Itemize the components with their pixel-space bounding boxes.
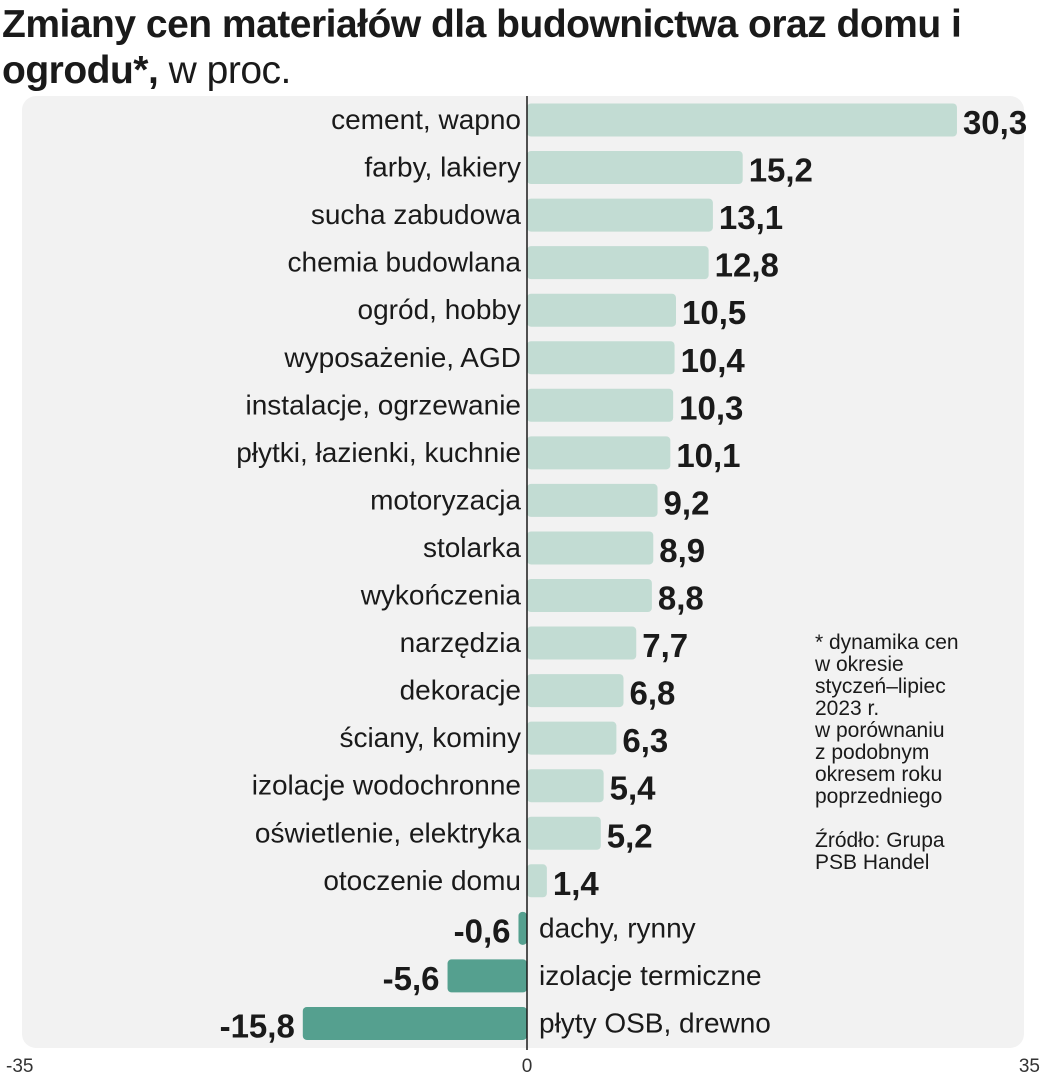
category-label: motoryzacja <box>370 484 521 515</box>
value-label: 10,5 <box>682 294 746 331</box>
bar <box>518 911 527 945</box>
category-label: sucha zabudowa <box>311 199 522 230</box>
category-label: dachy, rynny <box>539 912 696 943</box>
value-label: 5,4 <box>610 770 657 807</box>
value-label: 8,8 <box>658 580 704 617</box>
value-label: 1,4 <box>553 865 600 902</box>
value-label: -15,8 <box>220 1007 295 1044</box>
chart-title-unit: w proc. <box>168 49 292 92</box>
x-tick-label: 35 <box>1019 1056 1040 1077</box>
bar-group: cement, wapno 30,3 farby, lakiery 15,2 sucha… <box>220 103 1027 1044</box>
category-label: otoczenie domu <box>323 865 521 896</box>
value-label: 8,9 <box>659 532 705 569</box>
value-label: 12,8 <box>715 247 779 284</box>
bar <box>527 721 617 755</box>
category-label: izolacje termiczne <box>539 960 762 991</box>
footnote: * dynamika cen w okresie styczeń–lipiec … <box>815 632 1015 874</box>
value-label: 10,3 <box>679 389 743 426</box>
value-label: -0,6 <box>454 912 511 949</box>
bar <box>527 198 713 232</box>
bar <box>527 436 671 470</box>
bar <box>527 483 658 517</box>
bar <box>527 103 957 137</box>
bar <box>527 531 654 565</box>
x-tick-label: 0 <box>522 1056 533 1077</box>
category-label: oświetlenie, elektryka <box>255 817 522 848</box>
category-label: płytki, łazienki, kuchnie <box>236 437 521 468</box>
category-label: stolarka <box>423 532 521 563</box>
value-label: 13,1 <box>719 199 783 236</box>
chart-title: Zmiany cen materiałów dla budownictwa or… <box>2 2 1042 94</box>
category-label: chemia budowlana <box>288 247 522 278</box>
bar <box>527 769 604 803</box>
chart-title-main: Zmiany cen materiałów dla budownictwa or… <box>2 3 962 92</box>
category-label: dekoracje <box>400 675 521 706</box>
value-label: 6,3 <box>622 722 668 759</box>
category-label: narzędzia <box>400 627 522 658</box>
value-label: 15,2 <box>749 152 813 189</box>
bar <box>527 151 743 185</box>
category-label: cement, wapno <box>331 104 521 135</box>
value-label: 30,3 <box>963 104 1027 141</box>
category-label: ściany, kominy <box>339 722 521 753</box>
value-label: -5,6 <box>383 960 440 997</box>
category-label: izolacje wodochronne <box>252 770 521 801</box>
value-label: 10,4 <box>681 342 746 379</box>
value-label: 6,8 <box>629 675 675 712</box>
x-tick-label: -35 <box>6 1056 33 1077</box>
category-label: płyty OSB, drewno <box>539 1007 771 1038</box>
bar <box>527 293 676 327</box>
value-label: 10,1 <box>676 437 740 474</box>
x-axis-ticks: -35 0 35 <box>6 1056 1040 1077</box>
value-label: 7,7 <box>642 627 688 664</box>
bar <box>527 864 547 898</box>
category-label: instalacje, ogrzewanie <box>246 389 522 420</box>
bar <box>527 246 709 280</box>
category-label: wyposażenie, AGD <box>283 342 521 373</box>
bar <box>527 579 652 612</box>
bar <box>527 626 637 660</box>
bar <box>447 959 527 993</box>
category-label: farby, lakiery <box>364 152 521 183</box>
bar <box>527 388 674 422</box>
bar <box>302 1006 527 1040</box>
category-label: ogród, hobby <box>358 294 521 325</box>
bar <box>527 674 624 708</box>
value-label: 5,2 <box>607 817 653 854</box>
category-label: wykończenia <box>360 580 522 611</box>
bar <box>527 816 601 850</box>
value-label: 9,2 <box>664 484 710 521</box>
footnote-text: * dynamika cen w okresie styczeń–lipiec … <box>815 631 959 808</box>
source-text: Źródło: Grupa PSB Handel <box>815 829 945 874</box>
chart-panel-background <box>22 96 1024 1048</box>
bar <box>527 341 675 375</box>
